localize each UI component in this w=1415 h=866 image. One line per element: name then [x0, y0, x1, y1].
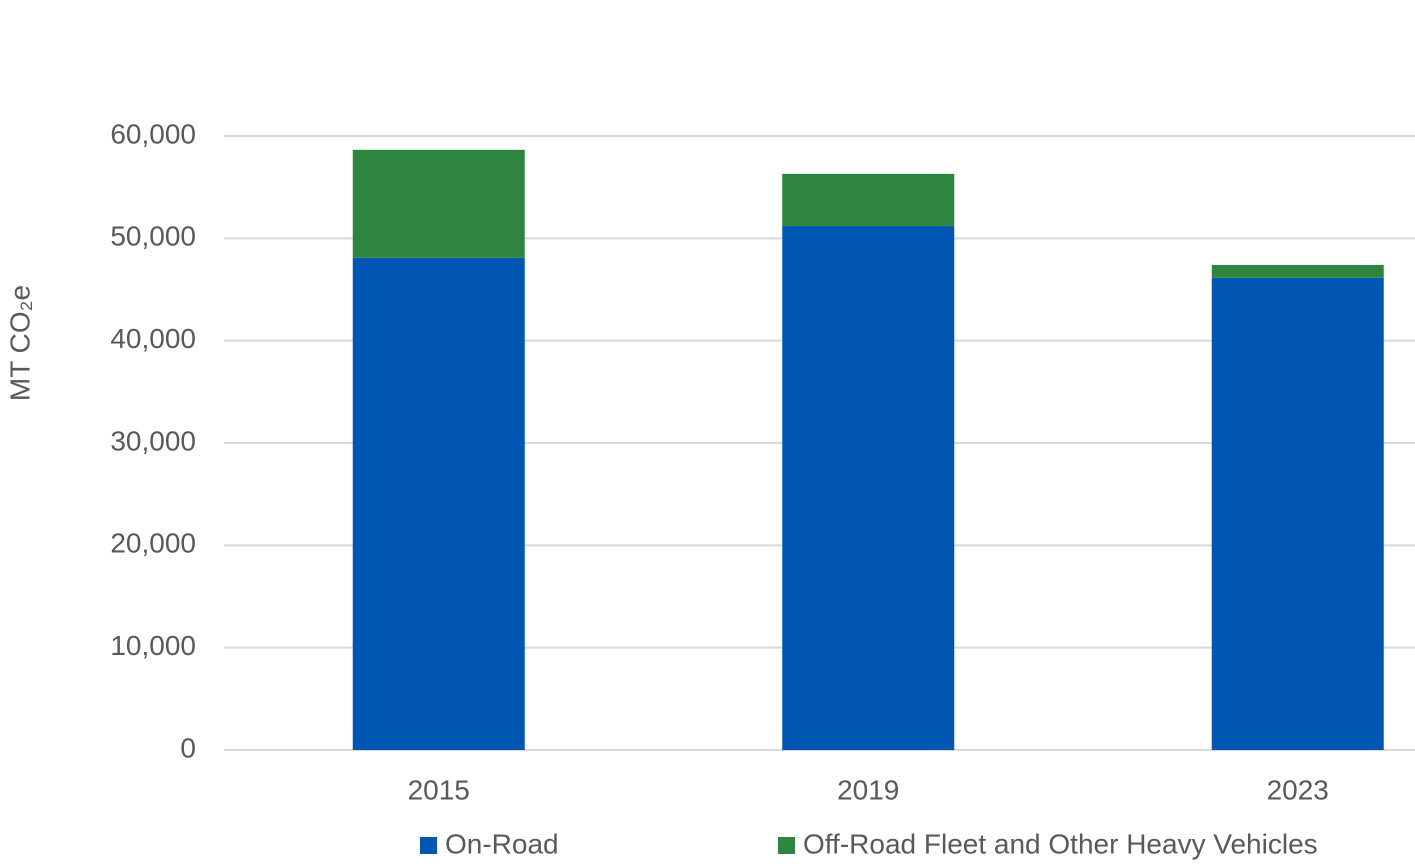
- bar-segment: [782, 173, 955, 227]
- legend-label: On-Road: [445, 828, 559, 859]
- x-tick-label: 2019: [837, 774, 899, 805]
- bar-segment: [352, 257, 525, 750]
- legend-swatch: [420, 837, 437, 854]
- bar-segment: [352, 149, 525, 258]
- y-tick-label: 50,000: [110, 221, 196, 252]
- y-tick-label: 20,000: [110, 528, 196, 559]
- bar-segment: [1211, 277, 1384, 750]
- y-axis-label: MT CO₂e: [4, 285, 35, 401]
- y-tick-label: 40,000: [110, 323, 196, 354]
- legend-label: Off-Road Fleet and Other Heavy Vehicles: [803, 828, 1318, 859]
- bar-segment: [782, 226, 955, 750]
- y-tick-label: 30,000: [110, 425, 196, 456]
- y-tick-label: 10,000: [110, 630, 196, 661]
- legend-swatch: [778, 837, 795, 854]
- y-tick-label: 0: [180, 732, 196, 763]
- y-tick-label: 60,000: [110, 118, 196, 149]
- bar-segment: [1211, 264, 1384, 278]
- x-tick-label: 2023: [1267, 774, 1329, 805]
- x-tick-label: 2015: [408, 774, 470, 805]
